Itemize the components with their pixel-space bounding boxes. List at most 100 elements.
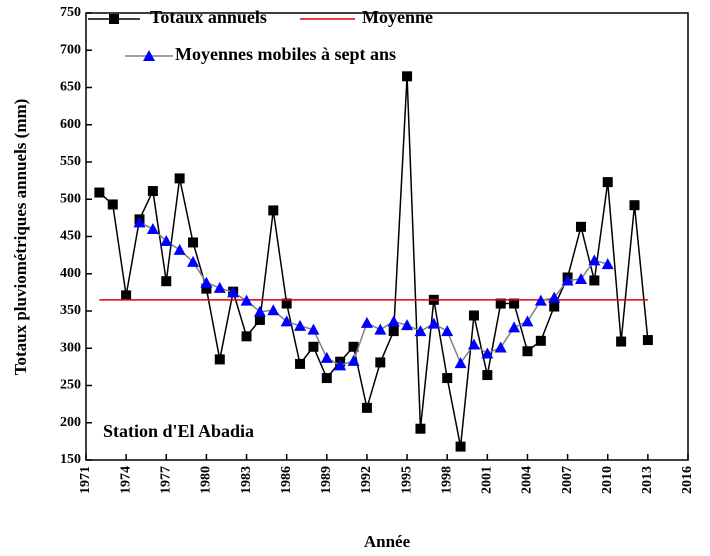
data-point [374,323,387,335]
data-point [589,275,600,286]
data-point [427,317,440,329]
data-point [227,286,240,298]
data-point [588,254,601,266]
x-tick-label: 1989 [319,466,334,494]
y-tick-label: 500 [60,191,81,206]
data-point [468,310,479,321]
x-tick-label: 2013 [640,466,655,494]
x-tick-label: 1986 [279,466,294,494]
legend-label: Moyennes mobiles à sept ans [175,44,396,64]
y-tick-label: 750 [60,5,81,20]
data-point [200,276,213,288]
data-point [213,281,226,293]
data-point [160,234,173,246]
data-point [295,358,306,369]
data-point [521,315,534,327]
y-tick-label: 700 [60,42,81,57]
data-point [602,177,613,188]
data-point [94,187,105,198]
x-tick-label: 2004 [520,466,535,494]
data-point [147,186,158,197]
data-point [294,319,307,331]
y-tick-label: 150 [60,452,81,467]
data-point [187,255,200,267]
data-point [254,314,265,325]
data-point [522,346,533,357]
data-point [174,173,185,184]
data-point [548,291,561,303]
data-point [494,341,507,353]
data-point [307,323,320,335]
x-tick-label: 1971 [78,466,93,494]
x-tick-label: 1980 [199,466,214,494]
data-point [308,341,319,352]
data-point [121,290,132,301]
data-point [348,341,359,352]
data-point [201,283,212,294]
data-point [334,359,347,371]
data-point [601,258,614,270]
x-tick-label: 1995 [399,466,414,494]
plot-frame [85,12,689,461]
data-point [508,321,521,333]
y-tick-label: 200 [60,415,81,430]
x-tick-label: 1977 [158,466,173,494]
data-point [188,237,199,248]
data-point [467,338,480,350]
data-point [360,316,373,328]
data-point [214,354,225,365]
data-point [240,294,253,306]
data-point [267,304,280,316]
data-point [387,315,400,327]
legend-marker [109,14,119,24]
y-tick-label: 450 [60,229,81,244]
data-point [107,199,118,210]
data-point [241,331,252,342]
data-point [642,335,653,346]
y-tick-label: 650 [60,80,81,95]
data-point [133,216,146,228]
legend-label: Moyenne [362,7,433,27]
data-point [388,326,399,337]
data-point [280,315,293,327]
y-tick-label: 250 [60,378,81,393]
data-point [414,325,427,337]
data-point [455,441,466,452]
data-point [616,336,627,347]
x-tick-label: 1983 [239,466,254,494]
legend-label: Totaux annuels [150,7,267,27]
data-point [173,243,186,255]
data-point [481,347,494,359]
data-point [320,351,333,363]
data-point [549,301,560,312]
data-point [535,335,546,346]
data-point [575,221,586,232]
y-tick-label: 550 [60,154,81,169]
x-axis-title: Année [364,532,411,551]
data-point [574,272,587,284]
data-point [402,71,413,82]
y-axis-title: Totaux pluviométriques annuels (mm) [11,99,30,376]
data-point [441,325,454,337]
data-point [415,423,426,434]
data-point [561,274,574,286]
y-tick-label: 400 [60,266,81,281]
x-tick-label: 1974 [118,466,133,494]
x-tick-label: 2001 [480,466,495,494]
data-point [495,298,506,309]
x-tick-label: 2016 [680,466,695,494]
x-tick-label: 2010 [600,466,615,494]
y-tick-label: 350 [60,303,81,318]
data-point [509,298,520,309]
x-tick-label: 1998 [439,466,454,494]
data-point [482,370,493,381]
series-line [98,76,649,447]
legend-marker [143,50,155,61]
data-point [454,357,467,369]
data-point [281,298,292,309]
data-point [268,205,279,216]
x-tick-label: 1992 [359,466,374,494]
data-point [534,294,547,306]
data-point [321,373,332,384]
